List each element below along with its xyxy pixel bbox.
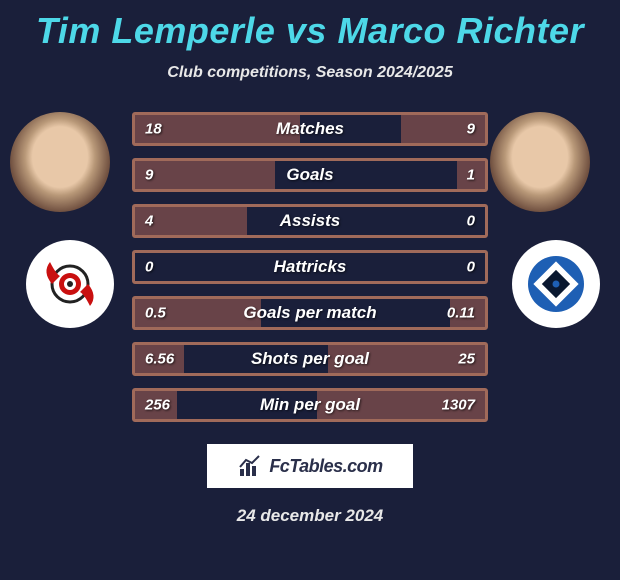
stat-value-left: 0 <box>145 259 153 276</box>
stat-value-left: 9 <box>145 167 153 184</box>
stat-label: Assists <box>280 211 340 231</box>
stat-value-right: 0 <box>467 213 475 230</box>
stat-row: 6.56 Shots per goal 25 <box>132 342 488 376</box>
stat-rows: 18 Matches 9 9 Goals 1 4 Assists 0 0 Hattricks 0 0.5… <box>132 112 488 422</box>
player-left-avatar <box>10 112 110 212</box>
stat-value-right: 1307 <box>442 397 475 414</box>
stat-value-right: 25 <box>458 351 475 368</box>
stat-label: Matches <box>276 119 344 139</box>
watermark: FcTables.com <box>207 444 413 488</box>
page-title: Tim Lemperle vs Marco Richter <box>0 0 620 52</box>
stat-value-left: 4 <box>145 213 153 230</box>
player-right-avatar <box>490 112 590 212</box>
stat-value-right: 0.11 <box>447 305 475 322</box>
stat-value-left: 0.5 <box>145 305 166 322</box>
subtitle: Club competitions, Season 2024/2025 <box>0 64 620 82</box>
comparison-area: 18 Matches 9 9 Goals 1 4 Assists 0 0 Hattricks 0 0.5… <box>0 112 620 422</box>
chart-icon <box>237 453 263 479</box>
stat-label: Goals <box>286 165 333 185</box>
stat-label: Hattricks <box>274 257 347 277</box>
stat-value-left: 256 <box>145 397 170 414</box>
stat-label: Min per goal <box>260 395 360 415</box>
stat-row: 0.5 Goals per match 0.11 <box>132 296 488 330</box>
stat-row: 256 Min per goal 1307 <box>132 388 488 422</box>
bar-fill-left <box>135 161 275 189</box>
stat-value-right: 0 <box>467 259 475 276</box>
stat-row: 4 Assists 0 <box>132 204 488 238</box>
hsv-icon <box>526 254 586 314</box>
stat-label: Shots per goal <box>251 349 369 369</box>
stat-row: 9 Goals 1 <box>132 158 488 192</box>
stat-row: 18 Matches 9 <box>132 112 488 146</box>
club-left-logo <box>26 240 114 328</box>
player-right-face <box>490 112 590 212</box>
stat-value-left: 18 <box>145 121 162 138</box>
stat-label: Goals per match <box>243 303 376 323</box>
player-left-face <box>10 112 110 212</box>
date: 24 december 2024 <box>0 506 620 526</box>
stat-row: 0 Hattricks 0 <box>132 250 488 284</box>
stat-value-right: 9 <box>467 121 475 138</box>
club-right-logo <box>512 240 600 328</box>
stat-value-left: 6.56 <box>145 351 174 368</box>
stat-value-right: 1 <box>467 167 475 184</box>
hurricane-icon <box>40 254 100 314</box>
watermark-text: FcTables.com <box>269 456 382 477</box>
